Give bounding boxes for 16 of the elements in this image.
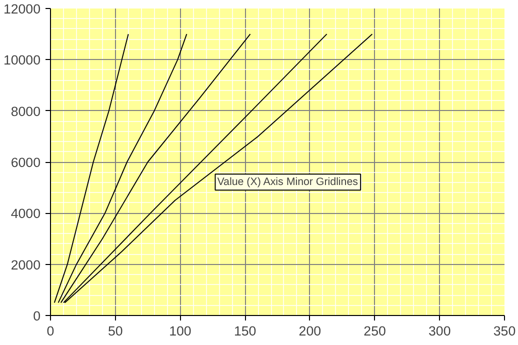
y-tick-label: 6000 (10, 155, 41, 170)
x-tick-label: 150 (234, 324, 256, 338)
x-tick-label: 50 (108, 324, 123, 338)
y-tick-label: 2000 (10, 257, 41, 272)
y-tick-label: 12000 (3, 2, 40, 16)
y-tick-label: 10000 (3, 52, 40, 68)
x-tick-label: 350 (493, 324, 516, 338)
annotation: Value (X) Axis Minor Gridlines (217, 176, 358, 188)
x-tick-label: 250 (364, 324, 386, 338)
y-tick-label: 4000 (10, 206, 41, 222)
y-tick-label: 0 (33, 308, 41, 324)
x-tick-label: 100 (169, 324, 192, 338)
x-tick-label: 200 (298, 324, 322, 338)
x-tick-label: 300 (428, 324, 451, 338)
x-tick-label: 0 (46, 324, 54, 338)
y-tick-label: 8000 (10, 104, 41, 119)
